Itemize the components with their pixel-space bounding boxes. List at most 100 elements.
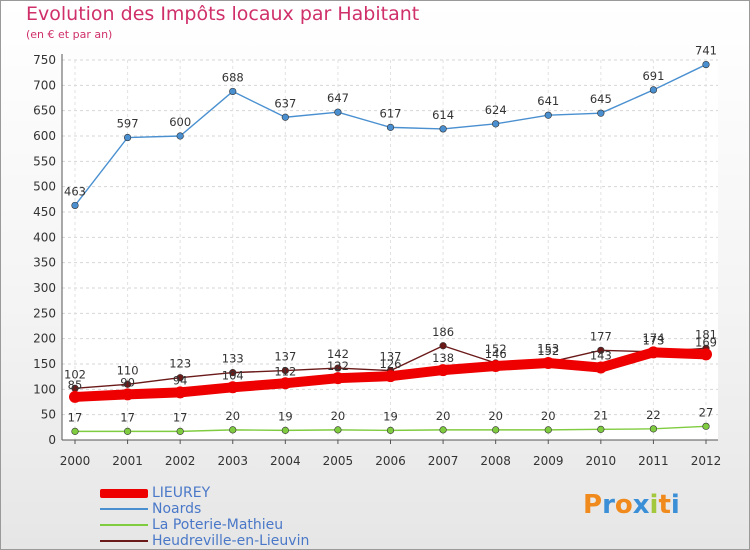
data-point-heudreville-en-lieuvin <box>123 380 132 388</box>
data-label-lieurey: 122 <box>327 359 349 373</box>
y-tick-label: 150 <box>33 357 56 371</box>
data-label-heudreville-en-lieuvin: 152 <box>485 342 507 356</box>
data-label-heudreville-en-lieuvin: 137 <box>274 350 296 364</box>
data-point-noards <box>597 109 605 117</box>
data-label-heudreville-en-lieuvin: 181 <box>695 327 717 341</box>
legend-item-heudreville-en-lieuvin: Heudreville-en-Lieuvin <box>100 533 309 549</box>
data-point-noards <box>229 87 237 96</box>
logo-letter: P <box>583 490 603 520</box>
data-point-lieurey <box>174 386 187 399</box>
data-label-noards: 647 <box>327 91 349 105</box>
y-tick-label: 100 <box>33 382 56 396</box>
data-label-la-poterie-mathieu: 20 <box>488 409 503 423</box>
x-tick-label: 2009 <box>533 454 564 468</box>
data-label-la-poterie-mathieu: 17 <box>68 410 83 424</box>
data-label-lieurey: 146 <box>485 347 507 361</box>
data-point-la-poterie-mathieu <box>544 426 552 434</box>
data-label-lieurey: 152 <box>537 344 559 358</box>
data-point-lieurey <box>542 356 555 369</box>
x-tick-label: 2002 <box>165 454 196 468</box>
logo-letter: r <box>602 490 615 520</box>
y-tick-label: 300 <box>33 281 56 295</box>
legend-item-la-poterie-mathieu: La Poterie-Mathieu <box>100 517 309 533</box>
data-point-la-poterie-mathieu <box>492 426 500 434</box>
legend-swatch-la-poterie-mathieu <box>100 524 148 526</box>
data-point-la-poterie-mathieu <box>71 427 79 435</box>
x-tick-label: 2005 <box>323 454 354 468</box>
data-point-noards <box>544 111 552 119</box>
logo-letter: t <box>658 490 671 520</box>
data-point-noards <box>439 125 447 133</box>
data-point-noards <box>492 120 500 128</box>
data-label-heudreville-en-lieuvin: 174 <box>642 331 664 345</box>
data-point-la-poterie-mathieu <box>176 427 184 435</box>
data-label-lieurey: 94 <box>173 373 188 387</box>
data-label-la-poterie-mathieu: 17 <box>120 410 135 424</box>
y-tick-label: 200 <box>33 332 56 346</box>
data-point-lieurey <box>331 372 344 385</box>
data-label-noards: 691 <box>642 69 664 83</box>
y-tick-label: 600 <box>33 129 56 143</box>
data-label-lieurey: 143 <box>590 349 612 363</box>
data-point-noards <box>334 108 342 116</box>
data-label-heudreville-en-lieuvin: 186 <box>432 325 454 339</box>
data-label-la-poterie-mathieu: 19 <box>278 409 293 423</box>
legend-label-lieurey: LIEUREY <box>152 485 211 501</box>
y-tick-label: 0 <box>48 433 56 447</box>
data-label-heudreville-en-lieuvin: 133 <box>222 352 244 366</box>
data-label-lieurey: 169 <box>695 335 717 349</box>
data-label-la-poterie-mathieu: 21 <box>594 408 609 422</box>
y-tick-label: 550 <box>33 154 56 168</box>
legend: LIEUREY Noards La Poterie-Mathieu Heudre… <box>100 485 309 549</box>
data-point-heudreville-en-lieuvin <box>334 364 342 372</box>
data-point-la-poterie-mathieu <box>649 425 658 433</box>
data-label-la-poterie-mathieu: 20 <box>225 409 240 423</box>
data-label-lieurey: 85 <box>68 378 83 392</box>
data-label-lieurey: 138 <box>432 351 454 365</box>
data-point-lieurey <box>69 390 81 403</box>
y-tick-label: 750 <box>33 53 56 67</box>
data-label-la-poterie-mathieu: 17 <box>173 410 188 424</box>
data-label-heudreville-en-lieuvin: 102 <box>64 367 86 381</box>
y-tick-label: 250 <box>33 306 56 320</box>
data-label-noards: 624 <box>485 103 507 117</box>
data-label-la-poterie-mathieu: 20 <box>331 409 346 423</box>
data-label-lieurey: 90 <box>120 375 135 389</box>
data-point-noards <box>386 123 395 131</box>
data-point-lieurey <box>384 370 397 383</box>
data-point-noards <box>281 113 289 121</box>
data-point-lieurey <box>647 346 660 359</box>
data-label-heudreville-en-lieuvin: 123 <box>169 357 191 371</box>
data-point-la-poterie-mathieu <box>386 426 395 434</box>
legend-item-noards: Noards <box>100 501 309 517</box>
data-point-lieurey <box>279 377 292 390</box>
legend-item-lieurey: LIEUREY <box>100 485 309 501</box>
data-label-noards: 614 <box>432 108 454 122</box>
x-tick-label: 2004 <box>270 454 301 468</box>
data-point-la-poterie-mathieu <box>597 425 605 433</box>
data-label-lieurey: 126 <box>380 357 402 371</box>
y-tick-label: 450 <box>33 205 56 219</box>
data-label-la-poterie-mathieu: 20 <box>436 409 451 423</box>
data-point-noards <box>123 133 132 142</box>
data-label-noards: 463 <box>64 184 86 198</box>
data-label-noards: 645 <box>590 92 612 106</box>
y-tick-label: 350 <box>33 256 56 270</box>
data-label-heudreville-en-lieuvin: 142 <box>327 347 349 361</box>
y-tick-label: 400 <box>33 230 56 244</box>
legend-label-heudreville-en-lieuvin: Heudreville-en-Lieuvin <box>152 533 310 549</box>
logo-letter: o <box>614 490 633 520</box>
data-point-heudreville-en-lieuvin <box>229 369 237 377</box>
legend-label-noards: Noards <box>152 501 202 517</box>
x-tick-label: 2008 <box>480 454 511 468</box>
data-point-la-poterie-mathieu <box>702 422 710 430</box>
data-point-noards <box>702 60 710 69</box>
data-point-la-poterie-mathieu <box>439 426 447 434</box>
data-label-heudreville-en-lieuvin: 110 <box>117 363 139 377</box>
data-label-heudreville-en-lieuvin: 137 <box>380 350 402 364</box>
data-point-la-poterie-mathieu <box>229 426 237 434</box>
data-point-noards <box>176 132 184 140</box>
chart-title: Evolution des Impôts locaux par Habitant <box>26 3 420 25</box>
data-label-la-poterie-mathieu: 19 <box>383 409 398 423</box>
